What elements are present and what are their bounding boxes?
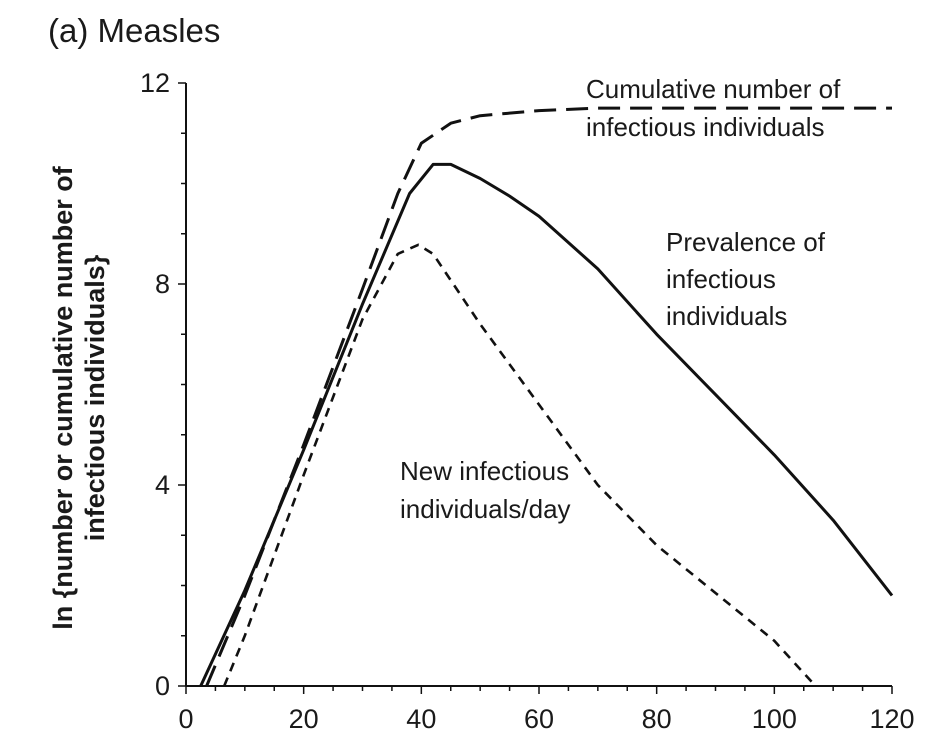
x-tick-label: 0 xyxy=(178,704,193,734)
y-tick-label: 4 xyxy=(155,470,170,500)
y-tick-label: 12 xyxy=(140,68,170,98)
x-tick-label: 40 xyxy=(406,704,436,734)
y-tick-label: 8 xyxy=(155,269,170,299)
annotation-new-infections-line-2: individuals/day xyxy=(400,494,571,524)
y-tick-label: 0 xyxy=(155,671,170,701)
x-tick-label: 100 xyxy=(752,704,797,734)
annotation-new-infections-line-1: New infectious xyxy=(400,456,569,486)
x-tick-label: 20 xyxy=(289,704,319,734)
annotation-cumulative: Cumulative number of infectious individu… xyxy=(586,74,841,142)
series-line-prevalence xyxy=(199,162,894,687)
annotation-prevalence-line-1: Prevalence of xyxy=(666,227,826,257)
annotation-prevalence: Prevalence of infectious individuals xyxy=(666,227,826,331)
annotation-cumulative-line-2: infectious individuals xyxy=(586,112,824,142)
y-axis-title-line-1: ln {number or cumulative number of xyxy=(48,165,78,630)
series-line-new-infections xyxy=(222,243,817,687)
chart-title: (a) Measles xyxy=(48,12,220,49)
annotation-cumulative-line-1: Cumulative number of xyxy=(586,74,841,104)
series-line-cumulative xyxy=(205,106,892,687)
annotation-new-infections: New infectious individuals/day xyxy=(400,456,571,524)
y-axis-title: ln {number or cumulative number of infec… xyxy=(48,165,110,630)
x-tick-label: 120 xyxy=(869,704,914,734)
x-tick-label: 60 xyxy=(524,704,554,734)
x-tick-label: 80 xyxy=(642,704,672,734)
annotation-prevalence-line-2: infectious xyxy=(666,264,776,294)
annotation-prevalence-line-3: individuals xyxy=(666,301,787,331)
y-axis-title-line-2: infectious individuals} xyxy=(80,254,110,541)
